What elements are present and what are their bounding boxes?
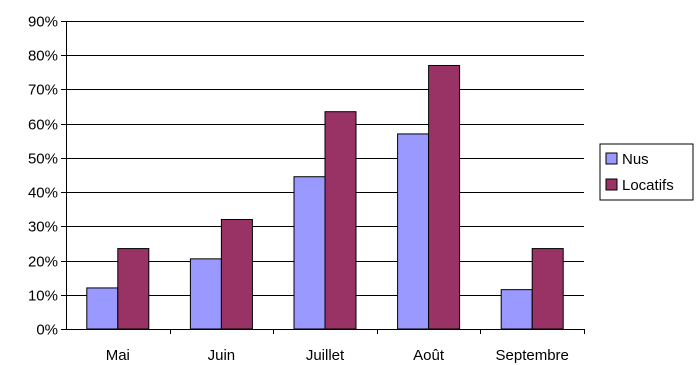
bar-nus-2 xyxy=(293,176,326,330)
legend: Nus Locatifs xyxy=(599,143,694,201)
y-tick-label: 20% xyxy=(28,254,58,271)
x-category-label: Septembre xyxy=(496,347,569,364)
y-tick-label: 30% xyxy=(28,219,58,236)
axes xyxy=(61,21,585,334)
legend-swatch-nus xyxy=(605,152,618,165)
bar-nus-1 xyxy=(189,258,222,330)
legend-label-locatifs: Locatifs xyxy=(622,177,674,194)
y-tick-label: 90% xyxy=(28,14,58,31)
y-tick-label: 50% xyxy=(28,151,58,168)
y-tick-label: 60% xyxy=(28,117,58,134)
x-category-labels: Mai Juin Juillet Août Septembre xyxy=(106,347,569,364)
bar-locatifs-0 xyxy=(117,248,150,330)
y-tick-label: 10% xyxy=(28,288,58,305)
legend-label-nus: Nus xyxy=(622,151,649,168)
y-tick-label: 0% xyxy=(36,322,58,339)
bar-locatifs-1 xyxy=(220,218,253,330)
bar-nus-4 xyxy=(500,289,533,330)
bar-nus-0 xyxy=(86,287,119,330)
y-tick-labels: 0% 10% 20% 30% 40% 50% 60% 70% 80% 90% xyxy=(28,14,58,339)
x-category-label: Juillet xyxy=(306,347,345,364)
x-category-label: Juin xyxy=(208,347,236,364)
x-category-label: Mai xyxy=(106,347,130,364)
bar-locatifs-3 xyxy=(428,64,461,330)
bar-nus-3 xyxy=(397,133,430,330)
y-tick-label: 80% xyxy=(28,48,58,65)
bar-locatifs-4 xyxy=(531,248,564,330)
y-tick-label: 40% xyxy=(28,185,58,202)
x-category-label: Août xyxy=(413,347,445,364)
bar-locatifs-2 xyxy=(324,111,357,330)
bars xyxy=(86,64,564,330)
y-tick-label: 70% xyxy=(28,82,58,99)
legend-swatch-locatifs xyxy=(605,178,618,191)
